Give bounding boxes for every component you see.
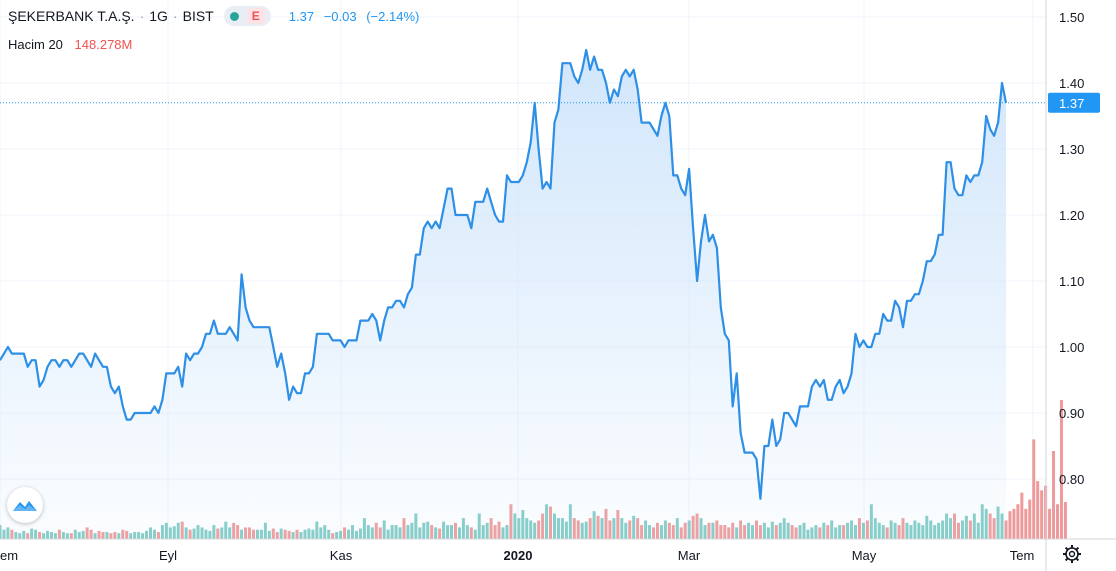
price-tick-label: 1.10 <box>1059 274 1084 289</box>
time-tick-label: Kas <box>330 548 353 563</box>
volume-bar <box>1040 490 1044 539</box>
volume-bar <box>1052 450 1056 539</box>
price-area <box>0 48 1008 539</box>
volume-bar <box>1032 439 1036 539</box>
price-tick-label: 1.50 <box>1059 10 1084 25</box>
market-status-pill[interactable]: E <box>223 6 271 26</box>
volume-bar <box>1059 400 1063 539</box>
logo-glyph <box>13 501 37 511</box>
volume-bar <box>1036 481 1040 539</box>
last-price-label: 1.37 <box>1059 96 1084 111</box>
last-price-label-box <box>1048 92 1100 113</box>
volume-bar <box>1028 499 1032 539</box>
price-tick-label: 1.40 <box>1059 76 1084 91</box>
time-tick-label: Tem <box>1010 548 1035 563</box>
tradingview-logo-icon[interactable] <box>7 487 43 523</box>
quote-values: 1.37 −0.03 (−2.14%) <box>289 9 426 24</box>
time-tick-label: Mar <box>678 548 701 563</box>
price-tick-label: 1.20 <box>1059 208 1084 223</box>
price-line <box>0 48 1008 500</box>
price-tick-label: 0.90 <box>1059 406 1084 421</box>
volume-label[interactable]: Hacim 20 <box>8 37 63 52</box>
volume-bar <box>1055 504 1059 539</box>
price-tick-label: 0.80 <box>1059 472 1084 487</box>
price-tick-label: 1.30 <box>1059 142 1084 157</box>
price-change-pct: (−2.14%) <box>366 8 420 24</box>
market-open-dot-icon <box>229 11 239 21</box>
time-tick-label: Eyl <box>159 548 177 563</box>
time-tick-label: May <box>852 548 877 563</box>
volume-bar <box>1048 508 1052 539</box>
volume-value: 148.278M <box>74 37 133 52</box>
time-axis[interactable]: em Eyl Kas 2020 Mar May Tem <box>0 538 1116 571</box>
gear-glyph <box>1063 545 1081 563</box>
status-badge: E <box>246 8 265 24</box>
volume-bar <box>1012 508 1016 539</box>
time-tick-label: em <box>0 548 18 563</box>
last-price: 1.37 <box>288 8 315 24</box>
volume-legend: Hacim 20 148.278M <box>8 37 132 52</box>
symbol-name[interactable]: ŞEKERBANK T.A.Ş. <box>8 8 135 24</box>
volume-bar <box>1016 504 1020 539</box>
interval-label[interactable]: 1G <box>149 8 168 24</box>
volume-bar <box>1008 511 1012 539</box>
volume-bar <box>1024 508 1028 539</box>
volume-bar <box>1020 492 1024 539</box>
price-tick-label: 1.00 <box>1059 340 1084 355</box>
volume-bar <box>1063 501 1067 539</box>
separator: · <box>139 8 145 24</box>
price-area-fill <box>0 50 1006 539</box>
symbol-legend: ŞEKERBANK T.A.Ş. · 1G · BIST E 1.37 −0.0… <box>8 5 425 27</box>
time-tick-label: 2020 <box>504 548 533 563</box>
separator: · <box>172 8 178 24</box>
gear-icon[interactable] <box>1060 542 1084 566</box>
price-axis[interactable]: 1.50 1.40 1.30 1.20 1.10 1.00 0.90 0.80 1.37 <box>1045 0 1100 539</box>
exchange-label: BIST <box>182 8 214 24</box>
price-change: −0.03 <box>323 8 357 24</box>
